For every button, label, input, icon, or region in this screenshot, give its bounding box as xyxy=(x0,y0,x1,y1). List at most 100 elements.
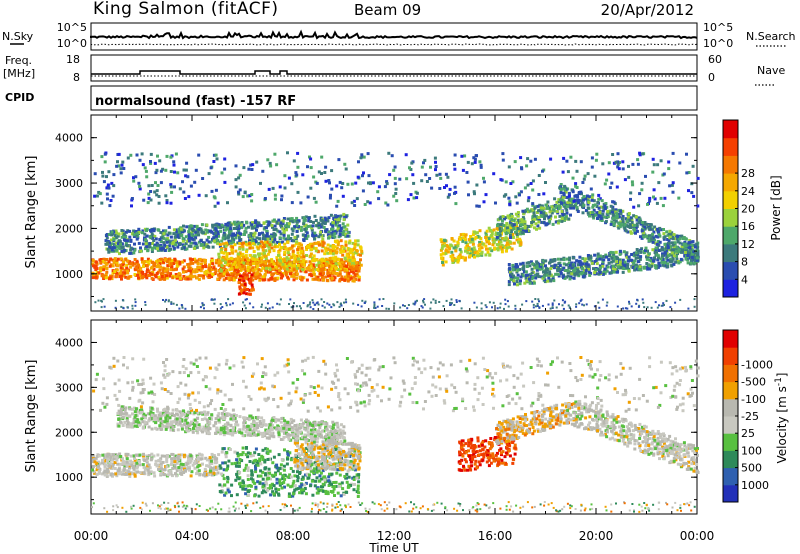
power-cell xyxy=(405,177,409,181)
power-cell xyxy=(352,271,356,275)
power-cell xyxy=(438,172,442,176)
power-cell xyxy=(462,256,466,260)
power-cell xyxy=(473,160,477,164)
power-cell xyxy=(253,231,257,235)
power-cell xyxy=(109,274,113,278)
power-cell xyxy=(233,270,236,274)
power-cell xyxy=(567,266,571,269)
power-cell xyxy=(505,226,509,230)
power-cell xyxy=(238,278,241,282)
power-cell xyxy=(344,243,348,247)
power-cell xyxy=(586,254,590,257)
power-cell xyxy=(270,262,274,266)
power-cell xyxy=(172,232,176,236)
power-ground-cell xyxy=(180,304,183,306)
power-cell xyxy=(677,248,681,252)
power-cell xyxy=(354,251,358,255)
power-cell xyxy=(316,241,320,245)
power-cell xyxy=(115,259,119,263)
power-cell xyxy=(531,179,535,183)
power-cell xyxy=(291,229,295,233)
power-cell xyxy=(310,244,314,248)
power-cell xyxy=(621,261,625,265)
power-cell xyxy=(311,233,315,237)
power-cell xyxy=(287,247,291,251)
power-cell xyxy=(616,152,620,156)
power-cell xyxy=(98,258,102,262)
power-cell xyxy=(484,231,488,235)
power-cell xyxy=(688,246,692,249)
power-cell xyxy=(614,208,618,212)
power-cell xyxy=(666,246,670,250)
power-cell xyxy=(366,152,370,156)
power-cell xyxy=(528,264,532,268)
power-cell xyxy=(263,226,267,230)
power-cell xyxy=(667,160,671,164)
power-cell xyxy=(233,260,237,264)
power-cell xyxy=(145,227,149,231)
power-cell xyxy=(435,173,439,177)
power-ground-cell xyxy=(531,300,534,303)
power-cell xyxy=(683,254,687,258)
power-cell xyxy=(428,177,432,180)
power-cell xyxy=(632,205,636,209)
power-cell xyxy=(411,173,415,177)
power-cell xyxy=(119,263,123,267)
power-cell xyxy=(531,209,535,213)
power-cell xyxy=(212,160,216,163)
power-cell xyxy=(270,246,274,250)
power-cell xyxy=(626,265,630,269)
power-cell xyxy=(207,274,211,278)
power-cell xyxy=(207,276,211,279)
power-cell xyxy=(175,230,179,234)
power-cell xyxy=(278,236,282,240)
power-cell xyxy=(341,194,345,198)
power-cell xyxy=(562,156,566,160)
power-cell xyxy=(647,252,651,256)
power-cell xyxy=(461,232,465,236)
power-cell xyxy=(143,260,147,263)
power-cell xyxy=(359,247,363,251)
power-cell xyxy=(586,206,590,210)
power-cell xyxy=(273,238,277,242)
power-cell xyxy=(274,227,278,231)
power-cell xyxy=(331,252,335,256)
power-cell xyxy=(578,271,582,275)
power-cell xyxy=(187,269,191,273)
power-cell xyxy=(323,252,327,256)
power-cell xyxy=(129,265,133,269)
power-cell xyxy=(191,258,194,262)
power-cell xyxy=(574,266,578,270)
power-cell xyxy=(162,267,166,271)
power-cell xyxy=(527,225,531,228)
power-cell xyxy=(618,161,621,164)
power-cell xyxy=(326,268,330,272)
power-cell xyxy=(527,277,531,281)
power-cell xyxy=(287,277,291,281)
power-cell xyxy=(119,266,123,270)
power-cell xyxy=(510,272,514,276)
power-cell xyxy=(110,233,114,237)
power-cell xyxy=(157,201,161,205)
power-cell xyxy=(240,283,244,287)
power-cell xyxy=(409,193,413,197)
power-cell xyxy=(466,242,470,246)
power-cell xyxy=(147,196,151,200)
power-cell xyxy=(678,241,682,245)
power-cell xyxy=(119,171,123,175)
power-cell xyxy=(663,196,667,200)
power-cell xyxy=(616,225,620,228)
power-cell xyxy=(260,256,264,260)
power-cell xyxy=(519,232,522,236)
power-cell xyxy=(284,270,288,274)
power-cell xyxy=(287,257,291,261)
power-cell xyxy=(667,167,671,171)
power-cell xyxy=(522,264,526,268)
power-cell xyxy=(148,242,152,245)
power-cell xyxy=(324,246,327,250)
power-cell xyxy=(596,255,600,259)
power-cell xyxy=(358,245,362,249)
power-cell xyxy=(266,237,270,241)
power-cell xyxy=(210,268,214,271)
power-cell xyxy=(602,255,606,258)
